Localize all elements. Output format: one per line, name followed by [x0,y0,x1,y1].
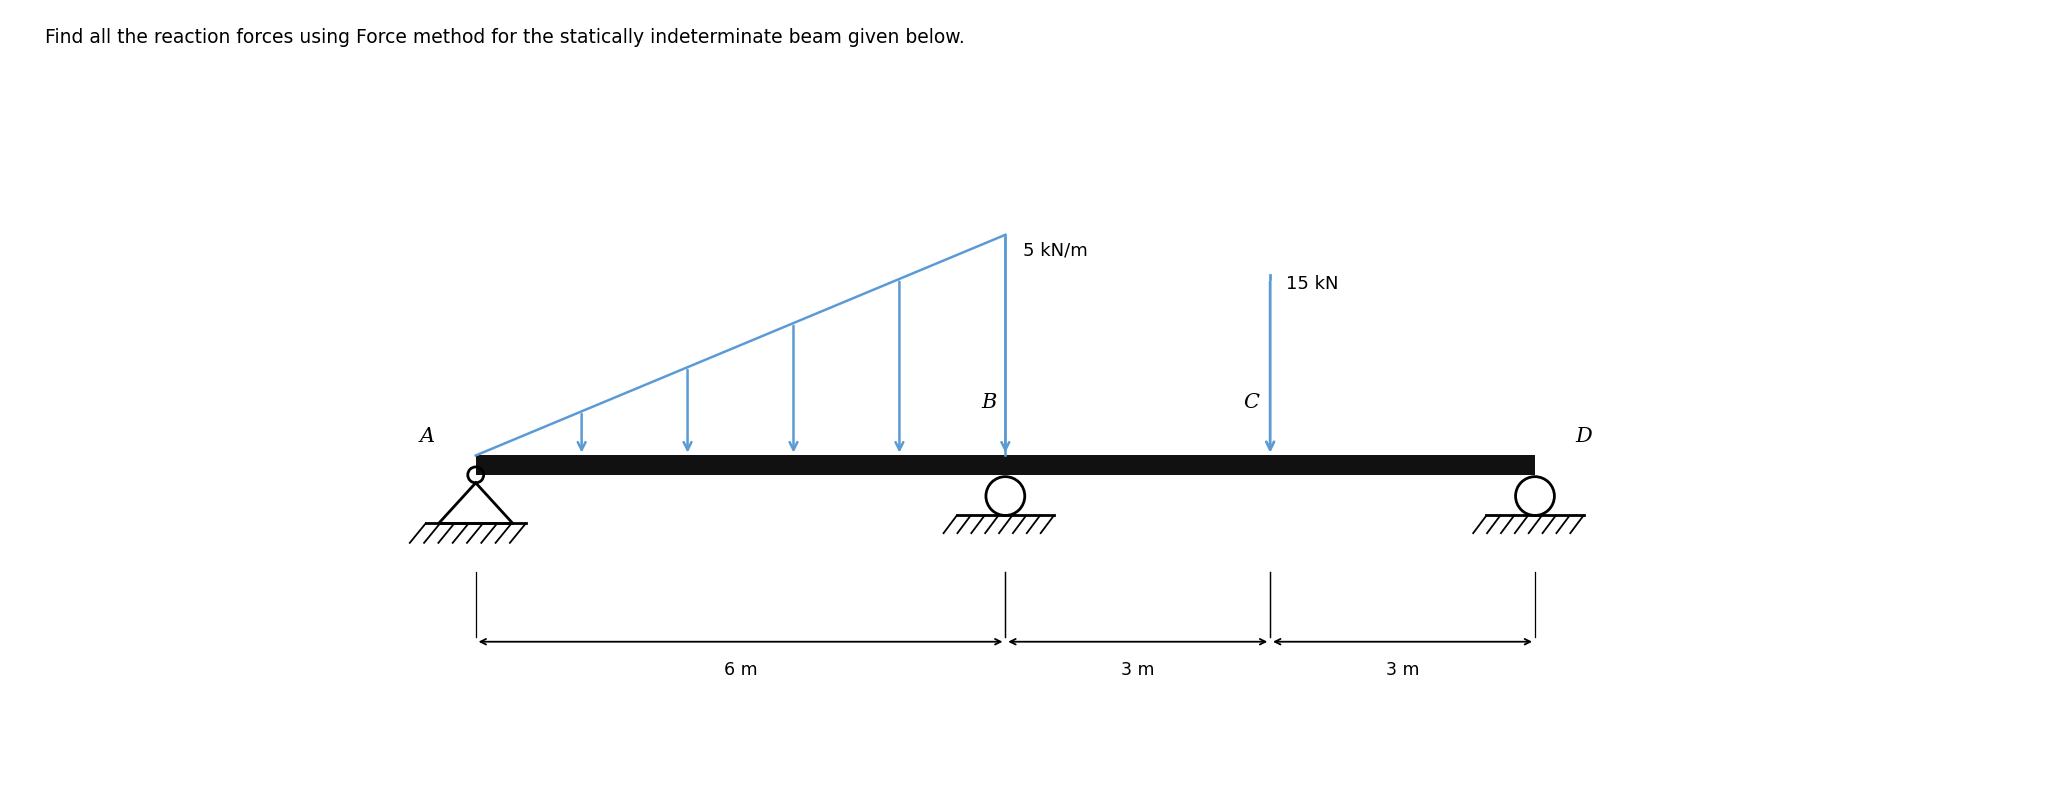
Text: C: C [1242,394,1258,412]
Text: 15 kN: 15 kN [1287,275,1338,293]
Text: D: D [1575,427,1592,445]
Text: 5 kN/m: 5 kN/m [1023,242,1088,260]
Text: 3 m: 3 m [1385,661,1420,679]
Text: 6 m: 6 m [724,661,757,679]
Text: B: B [982,394,996,412]
Text: 3 m: 3 m [1121,661,1154,679]
Text: A: A [419,427,434,445]
Text: Find all the reaction forces using Force method for the statically indeterminate: Find all the reaction forces using Force… [45,28,966,46]
Bar [477,456,1534,475]
